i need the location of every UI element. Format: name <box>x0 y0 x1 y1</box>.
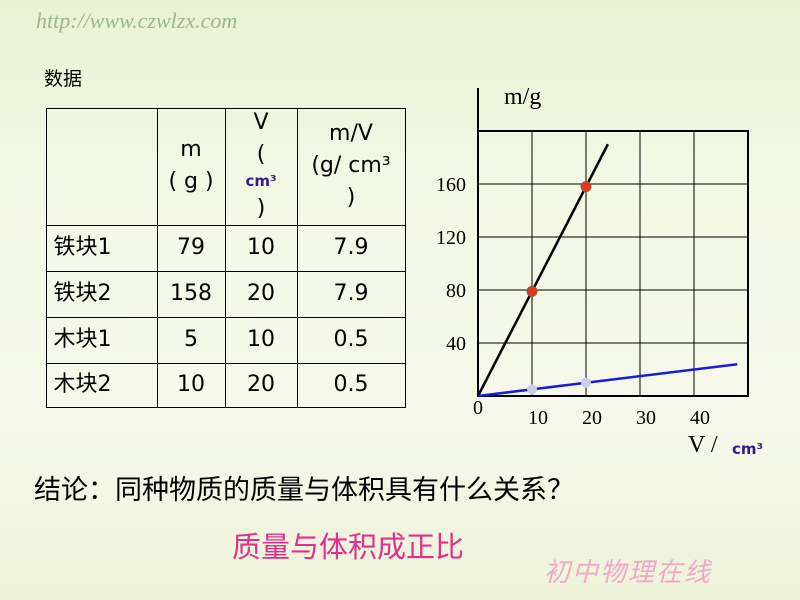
table-cell: 20 <box>225 271 298 318</box>
table-cell: 7.9 <box>297 271 406 318</box>
answer: 质量与体积成正比 <box>232 530 465 564</box>
header-text: ( g ) <box>168 169 214 194</box>
data-point <box>526 285 538 297</box>
fit-line <box>477 362 738 398</box>
table-cell: 79 <box>157 225 226 272</box>
x-axis-label: V / <box>688 432 718 458</box>
table-cell: 木块2 <box>45 363 158 408</box>
y-tick-label: 120 <box>436 227 466 249</box>
table-cell: 20 <box>225 363 298 408</box>
table-cell: 10 <box>157 363 226 408</box>
x-tick-label: 20 <box>582 407 602 429</box>
plot-frame <box>477 130 749 397</box>
table-cell: 158 <box>157 271 226 318</box>
x-tick-label: 10 <box>528 407 548 429</box>
data-point <box>527 384 537 395</box>
header-text: ( <box>256 142 266 168</box>
y-tick-label: 80 <box>446 280 466 302</box>
header-text: (g/ cm³ <box>311 153 391 179</box>
table-cell: 5 <box>157 317 226 364</box>
header-text: ) <box>256 195 266 221</box>
table-cell: 7.9 <box>297 225 406 272</box>
header-cell <box>45 107 158 226</box>
table-cell: 铁块1 <box>45 225 158 272</box>
x-tick-label: 30 <box>636 407 656 429</box>
y-tick-label: 40 <box>446 333 466 355</box>
y-axis-label: m/g <box>504 84 541 110</box>
header-text: m/V <box>329 121 373 147</box>
header-cell: V ( cm³) <box>225 107 298 226</box>
data-point <box>581 377 591 388</box>
header-text: cm³ <box>245 172 277 191</box>
data-table: m( g ) V(cm³) m/V (g/ cm³) 铁块1 79 10 7.9 铁块2 158 2… <box>45 107 406 408</box>
header-text: ) <box>346 184 356 210</box>
watermark: 初中物理在线 <box>544 558 713 588</box>
table-cell: 铁块2 <box>45 271 158 318</box>
table-cell: 10 <box>225 317 298 364</box>
watermark: http://www.czwlzx.com <box>36 8 238 33</box>
table-cell: 木块1 <box>45 317 158 364</box>
table-cell: 10 <box>225 225 298 272</box>
x-axis-unit: cm³ <box>732 440 763 458</box>
table-caption: 数据 <box>44 68 83 90</box>
data-point <box>580 181 592 193</box>
x-tick-label: 0 <box>473 397 483 419</box>
header-text: m <box>180 137 202 163</box>
y-tick-label: 160 <box>436 174 466 196</box>
table-cell: 0.5 <box>297 363 406 408</box>
header-cell: m ( g ) <box>157 107 226 226</box>
header-cell: m/V (g/ cm³) <box>297 107 406 226</box>
table-cell: 0.5 <box>297 317 406 364</box>
x-tick-label: 40 <box>690 407 710 429</box>
header-text: V <box>253 110 269 136</box>
question: 结论：同种物质的质量与体积具有什么关系？ <box>34 475 574 506</box>
